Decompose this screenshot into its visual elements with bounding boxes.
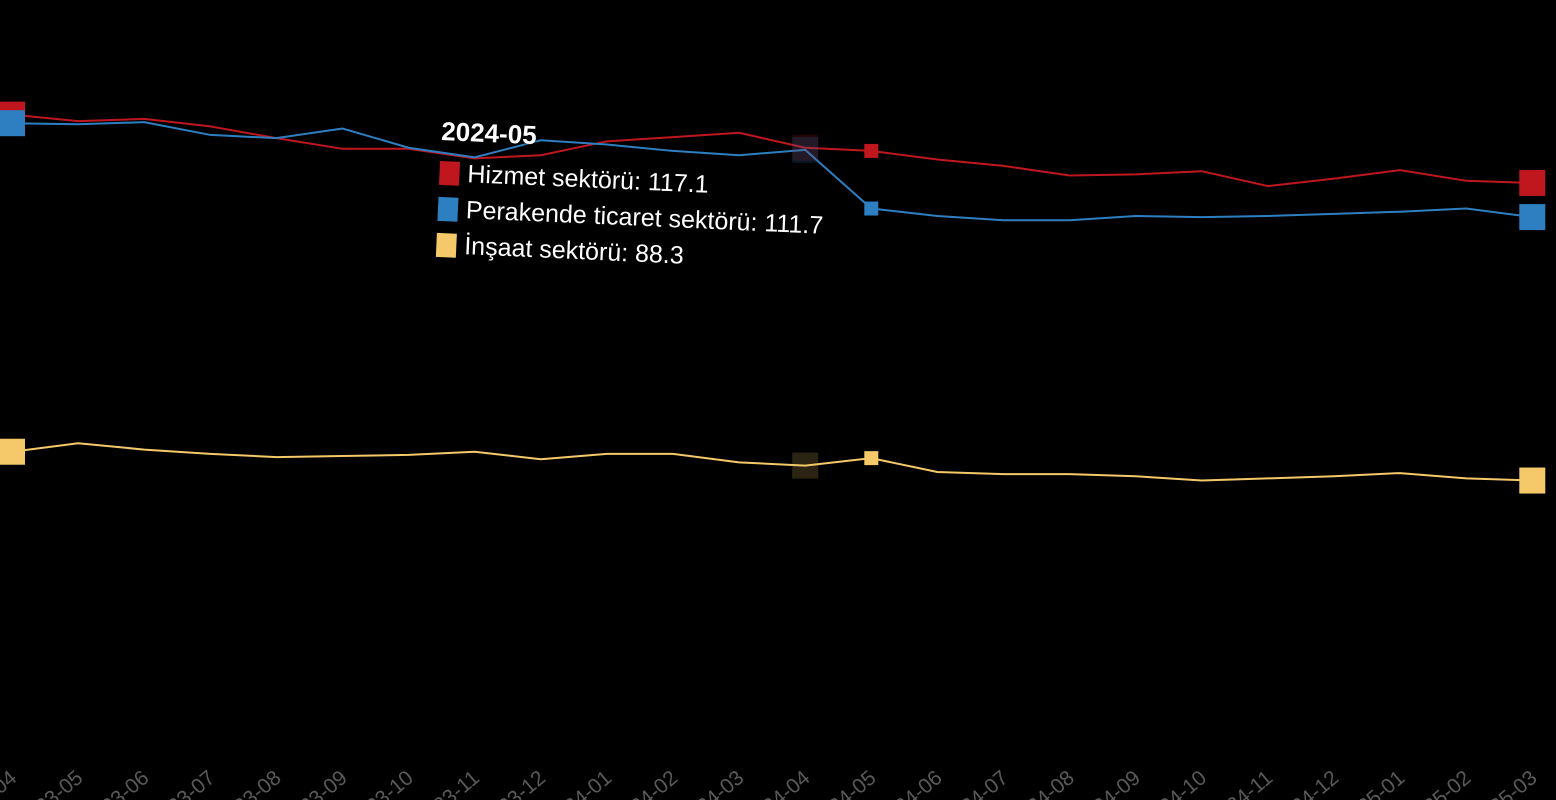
x-tick-label: 2024-10 <box>1137 766 1211 800</box>
series-end-marker <box>1519 204 1546 231</box>
series-end-marker <box>0 110 25 137</box>
x-tick-label: 2024-04 <box>741 766 815 800</box>
x-tick-label: 2025-02 <box>1402 766 1476 800</box>
x-tick-label: 2024-07 <box>939 766 1013 800</box>
series-line-hizmet-sekt-r <box>11 113 1533 188</box>
series-end-marker <box>1519 169 1546 196</box>
x-tick-label: 2023-06 <box>80 766 154 800</box>
active-point-marker <box>864 143 879 158</box>
series-end-marker <box>792 136 819 163</box>
series-line-perakende-ticaret-sekt-r <box>11 121 1533 222</box>
series-end-marker <box>792 452 819 479</box>
x-tick-label: 2024-06 <box>873 766 947 800</box>
x-tick-label: 2025-01 <box>1335 766 1409 800</box>
series-end-marker <box>1519 467 1546 494</box>
x-tick-label: 2024-12 <box>1269 766 1343 800</box>
x-tick-label: 2023-07 <box>146 766 220 800</box>
x-axis: 2023-042023-052023-062023-072023-082023-… <box>0 766 1542 800</box>
x-tick-label: 2024-08 <box>1005 766 1079 800</box>
x-tick-label: 2024-05 <box>807 766 881 800</box>
x-tick-label: 2023-12 <box>476 766 550 800</box>
x-tick-label: 2024-03 <box>674 766 748 800</box>
x-tick-label: 2023-04 <box>0 766 21 800</box>
x-tick-label: 2023-09 <box>278 766 352 800</box>
series-markers <box>0 101 1546 494</box>
active-point-marker <box>864 451 879 466</box>
x-tick-label: 2024-02 <box>608 766 682 800</box>
x-tick-label: 2023-10 <box>344 766 418 800</box>
active-point-marker <box>864 201 879 216</box>
x-tick-label: 2023-08 <box>212 766 286 800</box>
x-tick-label: 2024-01 <box>542 766 616 800</box>
series-end-marker <box>0 438 25 465</box>
series-lines <box>11 113 1533 482</box>
x-tick-label: 2024-11 <box>1204 766 1277 800</box>
x-tick-label: 2024-09 <box>1071 766 1145 800</box>
x-tick-label: 2023-05 <box>13 766 87 800</box>
x-tick-label: 2023-11 <box>411 766 484 800</box>
series-line-i-n-aat-sekt-r <box>11 442 1533 482</box>
series-end-marker <box>792 134 819 161</box>
x-tick-label: 2025-03 <box>1468 766 1542 800</box>
